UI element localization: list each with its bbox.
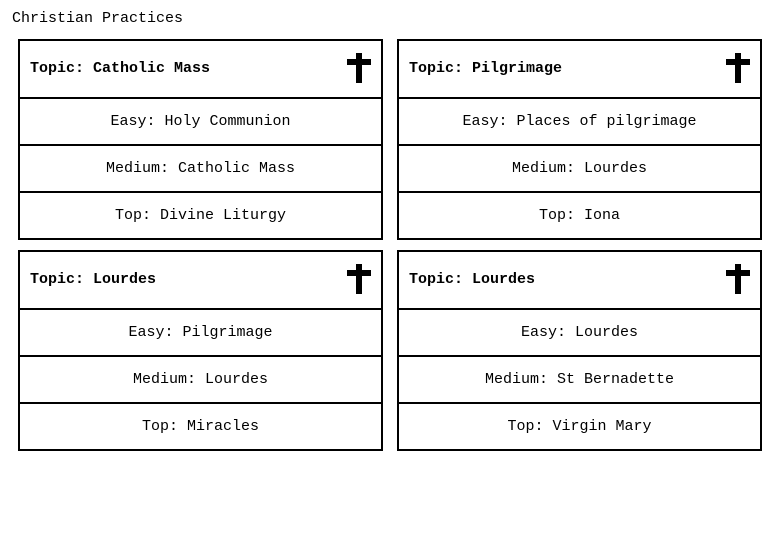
topic-label: Topic: Lourdes [409, 271, 535, 288]
medium-row: Medium: Catholic Mass [20, 146, 381, 193]
easy-row: Easy: Pilgrimage [20, 310, 381, 357]
cross-icon [726, 53, 750, 83]
top-row: Top: Miracles [20, 404, 381, 449]
cross-icon [347, 264, 371, 294]
topic-card: Topic: Catholic Mass Easy: Holy Communio… [18, 39, 383, 240]
card-header: Topic: Pilgrimage [399, 41, 760, 99]
easy-row: Easy: Places of pilgrimage [399, 99, 760, 146]
card-header: Topic: Lourdes [399, 252, 760, 310]
topic-card: Topic: Pilgrimage Easy: Places of pilgri… [397, 39, 762, 240]
easy-row: Easy: Lourdes [399, 310, 760, 357]
topic-label: Topic: Lourdes [30, 271, 156, 288]
topic-label: Topic: Pilgrimage [409, 60, 562, 77]
topic-label: Topic: Catholic Mass [30, 60, 210, 77]
card-header: Topic: Lourdes [20, 252, 381, 310]
topic-card: Topic: Lourdes Easy: Lourdes Medium: St … [397, 250, 762, 451]
card-header: Topic: Catholic Mass [20, 41, 381, 99]
card-grid: Topic: Catholic Mass Easy: Holy Communio… [18, 39, 762, 451]
top-row: Top: Divine Liturgy [20, 193, 381, 238]
easy-row: Easy: Holy Communion [20, 99, 381, 146]
medium-row: Medium: St Bernadette [399, 357, 760, 404]
page-title: Christian Practices [12, 10, 762, 27]
cross-icon [726, 264, 750, 294]
cross-icon [347, 53, 371, 83]
topic-card: Topic: Lourdes Easy: Pilgrimage Medium: … [18, 250, 383, 451]
top-row: Top: Iona [399, 193, 760, 238]
top-row: Top: Virgin Mary [399, 404, 760, 449]
medium-row: Medium: Lourdes [399, 146, 760, 193]
medium-row: Medium: Lourdes [20, 357, 381, 404]
